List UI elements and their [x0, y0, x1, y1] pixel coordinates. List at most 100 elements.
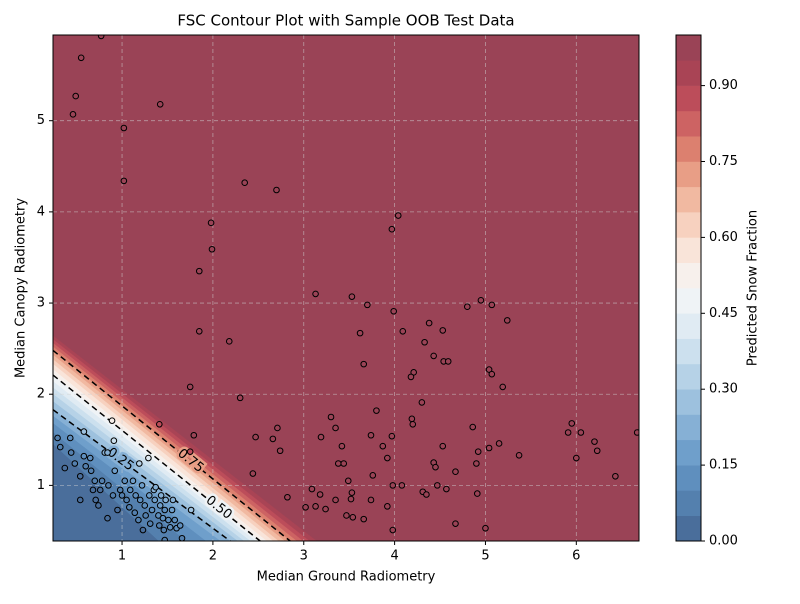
scatter-point [399, 328, 407, 335]
scatter-point [169, 496, 177, 504]
scatter-point [477, 297, 485, 304]
scatter-point [109, 492, 117, 499]
scatter-point [421, 338, 428, 346]
scatter-point [126, 503, 133, 511]
scatter-point [408, 415, 416, 423]
scatter-point [69, 111, 77, 118]
scatter-point [208, 245, 216, 253]
scatter-point [92, 496, 100, 504]
axes-frame [52, 34, 640, 542]
scatter-point [439, 442, 447, 450]
scatter-point [439, 327, 447, 334]
scatter-point [482, 524, 489, 532]
scatter-point [430, 352, 437, 360]
scatter-point [452, 468, 459, 476]
scatter-point [104, 514, 111, 522]
colorbar-band [676, 161, 701, 188]
x-tick-label: 1 [118, 549, 126, 564]
colorbar-band [676, 515, 701, 542]
colorbar-band [676, 262, 701, 289]
scatter-point [348, 293, 356, 300]
scatter-point [141, 502, 149, 509]
colorbar-band [676, 212, 701, 238]
scatter-point [577, 429, 585, 436]
colorbar-label: Predicted Snow Fraction [746, 210, 761, 366]
scatter-point [276, 447, 284, 455]
y-tick-label: 5 [37, 113, 45, 128]
scatter-point [485, 444, 493, 452]
x-tick-label: 5 [481, 549, 489, 564]
scatter-point [138, 482, 146, 489]
scatter-point [89, 486, 97, 494]
scatter-point [432, 463, 439, 471]
colorbar-band [676, 389, 701, 415]
scatter-point [384, 454, 391, 462]
scatter-point [444, 358, 452, 365]
scatter-point [54, 434, 61, 442]
scatter-point [434, 482, 441, 489]
y-tick-label: 1 [37, 478, 45, 493]
scatter-point [152, 483, 159, 491]
scatter-point [108, 417, 116, 424]
scatter-point [564, 429, 572, 436]
scatter-point [148, 506, 156, 514]
scatter-point [82, 462, 90, 470]
colorbar-band [676, 60, 701, 86]
scatter-point [195, 267, 203, 275]
y-tick-label: 2 [37, 387, 45, 402]
scatter-point [161, 506, 169, 514]
scatter-point [123, 496, 130, 504]
scatter-point [503, 317, 511, 324]
scatter-point [398, 482, 406, 489]
contour-line [53, 374, 261, 541]
scatter-point [80, 428, 88, 435]
scatter-point [347, 495, 355, 503]
scatter-point [316, 491, 324, 498]
scatter-point [97, 35, 105, 40]
scatter-point [136, 496, 144, 504]
scatter-point [91, 477, 99, 485]
scatter-point [56, 443, 64, 451]
scatter-point [332, 496, 339, 504]
scatter-point [165, 516, 172, 524]
contour-line [53, 409, 231, 541]
colorbar-tick-label: 0.60 [709, 230, 738, 245]
scatter-point [87, 467, 95, 475]
scatter-point [136, 460, 143, 467]
y-axis-label: Median Canopy Radiometry [14, 198, 29, 378]
scatter-point [409, 421, 417, 428]
scatter-point [162, 496, 169, 504]
scatter-point [104, 449, 111, 456]
scatter-point [612, 472, 619, 480]
scatter-point [207, 219, 215, 227]
scatter-point [317, 433, 325, 441]
scatter-point [367, 496, 375, 504]
scatter-point [284, 493, 291, 501]
scatter-point [67, 449, 75, 456]
scatter-point [394, 212, 402, 219]
scatter-point [407, 373, 415, 381]
colorbar-band [676, 237, 701, 263]
scatter-point [473, 490, 481, 497]
colorbar-tick-label: 0.45 [709, 306, 738, 321]
scatter-point [591, 438, 598, 445]
x-tick-label: 2 [209, 549, 217, 564]
contour-line [53, 349, 291, 541]
scatter-point [121, 477, 129, 485]
colorbar-tick-label: 0.90 [709, 78, 738, 93]
scatter-point [156, 502, 164, 509]
scatter-point [195, 328, 203, 335]
scatter-point [225, 338, 233, 345]
scatter-point [168, 506, 176, 514]
colorbar-tick-label: 0.15 [709, 458, 738, 473]
scatter-point [338, 442, 346, 450]
scatter-point [384, 503, 391, 510]
scatter-point [86, 454, 94, 462]
scatter-point [76, 472, 84, 480]
scatter-point [252, 433, 259, 441]
scatter-point [302, 503, 309, 511]
scatter-point [273, 186, 280, 194]
colorbar-band [676, 288, 701, 314]
scatter-point [116, 486, 124, 494]
scatter-point [111, 467, 119, 475]
